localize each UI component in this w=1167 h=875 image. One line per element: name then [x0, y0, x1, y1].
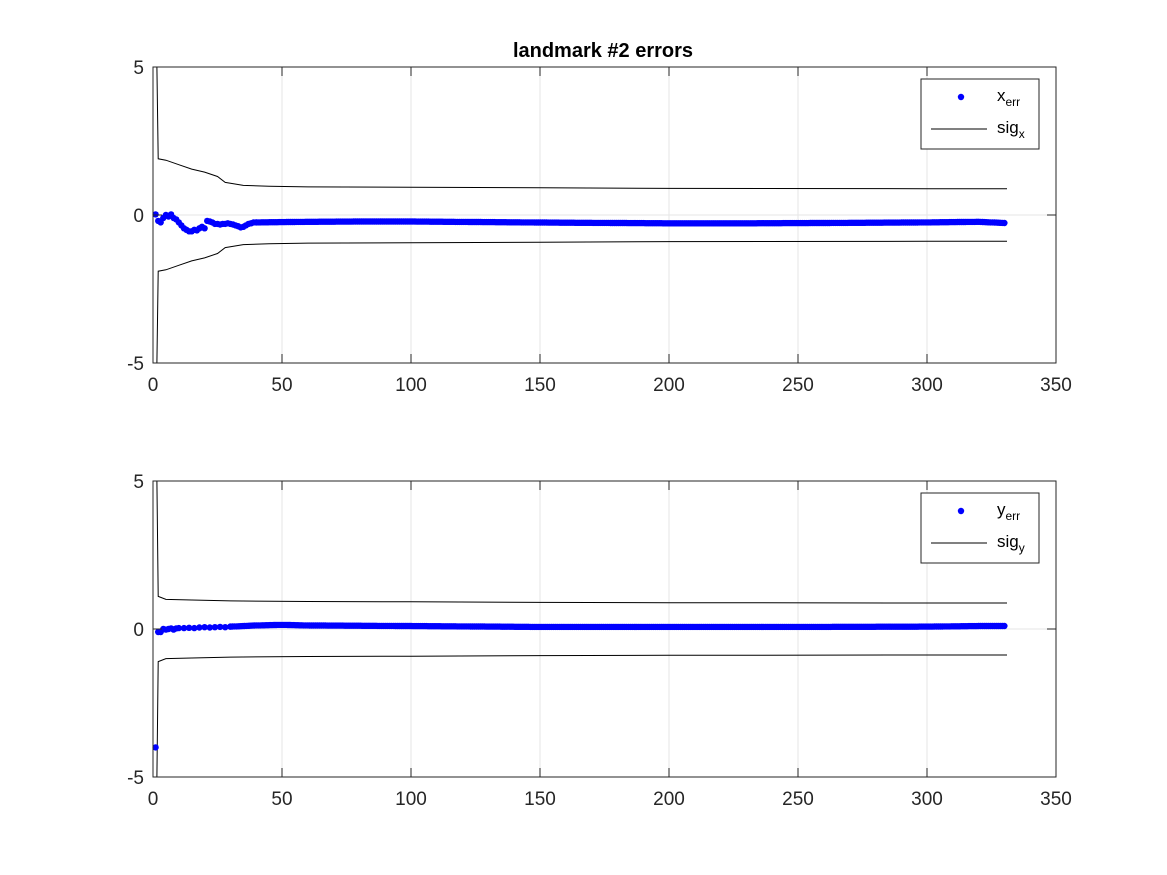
legend-box	[920, 492, 1040, 564]
axes-frame	[152, 66, 1057, 364]
x-tick-label: 50	[271, 789, 292, 810]
sigma-line-lower	[155, 654, 1007, 778]
data-point	[196, 624, 203, 631]
data-point	[152, 744, 159, 751]
sigma-line-lower	[155, 240, 1007, 364]
x-tick-label: 350	[1040, 789, 1072, 810]
x-tick-label: 300	[911, 375, 943, 396]
x-tick-label: 50	[271, 375, 292, 396]
y-tick-label: 0	[133, 620, 144, 641]
data-point	[175, 624, 182, 632]
x-tick-labels: 0 50 100 150 200 250 300 350	[148, 375, 1072, 396]
sigma-lines	[155, 66, 1007, 364]
x-tick-label: 350	[1040, 375, 1072, 396]
legend-marker	[957, 93, 965, 101]
x-tick-label: 0	[148, 375, 159, 396]
error-points	[152, 621, 1008, 751]
x-tick-label: 250	[782, 789, 814, 810]
data-point	[180, 624, 188, 632]
y-tick-label: 5	[133, 472, 144, 493]
data-point	[1001, 219, 1008, 227]
x-tick-label: 200	[653, 375, 685, 396]
y-tick-label: 0	[133, 206, 144, 227]
y-tick-label: 5	[133, 58, 144, 79]
chart-title: landmark #2 errors	[513, 40, 693, 62]
y-tick-label: -5	[127, 354, 144, 375]
data-point	[185, 624, 193, 631]
legend: xerr sigx	[920, 78, 1040, 150]
data-point	[201, 624, 208, 631]
data-point	[206, 624, 213, 631]
x-tick-label: 150	[524, 375, 556, 396]
axes-frame	[152, 480, 1057, 778]
legend-label: sigx	[997, 118, 1025, 141]
data-point	[1001, 622, 1008, 630]
error-points	[152, 211, 1008, 235]
data-point	[222, 624, 229, 631]
x-tick-label: 100	[395, 789, 427, 810]
y-tick-labels: -5 0 5	[127, 472, 144, 789]
x-tick-label: 0	[148, 789, 159, 810]
x-tick-label: 200	[653, 789, 685, 810]
y-tick-labels: -5 0 5	[127, 58, 144, 375]
data-point	[152, 211, 159, 218]
sigma-line-upper	[155, 480, 1007, 604]
data-point	[211, 624, 219, 631]
legend-box	[920, 78, 1040, 150]
legend-marker	[957, 507, 965, 515]
sigma-line-upper	[155, 66, 1007, 190]
data-point	[216, 623, 224, 631]
data-point	[191, 624, 198, 632]
x-tick-label: 250	[782, 375, 814, 396]
x-tick-label: 300	[911, 789, 943, 810]
x-tick-label: 150	[524, 789, 556, 810]
x-tick-label: 100	[395, 375, 427, 396]
legend-label: sigy	[997, 532, 1025, 555]
legend-label: xerr	[997, 86, 1020, 109]
y-tick-label: -5	[127, 768, 144, 789]
sigma-lines	[155, 480, 1007, 778]
legend-label: yerr	[997, 500, 1020, 523]
legend: yerr sigy	[920, 492, 1040, 564]
data-point	[201, 225, 208, 232]
x-tick-labels: 0 50 100 150 200 250 300 350	[148, 789, 1072, 810]
